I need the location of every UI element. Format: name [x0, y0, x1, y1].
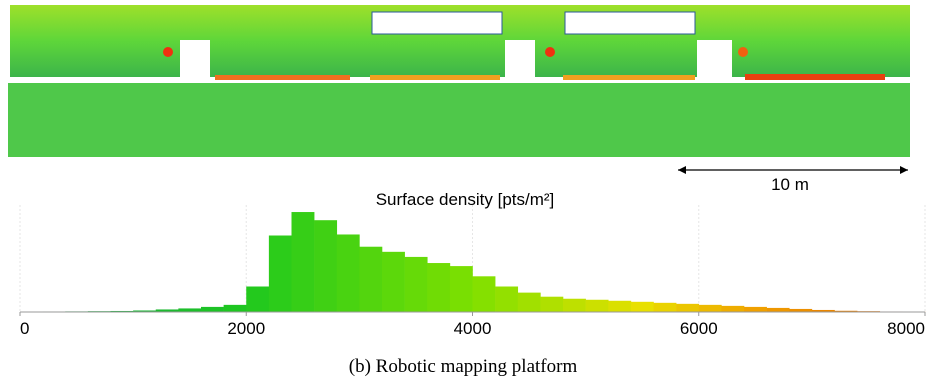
bar: [518, 293, 541, 312]
lower-wall: [8, 83, 910, 157]
histogram: 0 2000 4000 6000 8000: [20, 205, 925, 338]
ledge: [563, 75, 695, 80]
hotspot: [738, 47, 748, 57]
bar: [608, 301, 631, 312]
bar: [744, 307, 767, 312]
bar: [201, 307, 224, 312]
ledge: [745, 74, 885, 80]
bar: [405, 257, 428, 312]
bar: [337, 234, 360, 312]
bar: [473, 276, 496, 312]
hotspot: [163, 47, 173, 57]
bar: [178, 308, 201, 312]
ledge: [215, 75, 350, 80]
opening: [180, 40, 210, 77]
bar: [540, 297, 563, 312]
bar: [699, 305, 722, 312]
x-tick-label: 8000: [887, 319, 925, 338]
bar: [721, 306, 744, 312]
chart-title: Surface density [pts/m²]: [376, 190, 555, 209]
scale-bar: 10 m: [678, 166, 908, 194]
x-tick-label: 0: [20, 319, 29, 338]
bar: [767, 308, 790, 312]
opening: [697, 40, 732, 77]
bar: [314, 220, 337, 312]
bar: [631, 302, 654, 312]
caption: (b) Robotic mapping platform: [349, 356, 578, 377]
window: [372, 12, 502, 34]
point-cloud: [8, 5, 910, 157]
bar: [654, 303, 677, 312]
opening: [505, 40, 535, 77]
bar: [427, 263, 450, 312]
bar: [450, 266, 473, 312]
x-tick-label: 4000: [454, 319, 492, 338]
bar: [676, 304, 699, 312]
hotspot: [545, 47, 555, 57]
bar: [495, 287, 518, 313]
bar: [269, 236, 292, 313]
bar: [292, 212, 315, 312]
bar: [382, 252, 405, 312]
bar: [563, 299, 586, 312]
window: [565, 12, 695, 34]
x-tick-label: 2000: [227, 319, 265, 338]
x-tick-label: 6000: [680, 319, 718, 338]
bar: [359, 247, 382, 312]
figure: 10 m Surface density [pts/m²] 0 2000 4000 6…: [0, 0, 927, 384]
scale-label: 10 m: [771, 175, 809, 194]
bar: [586, 300, 609, 312]
ledge: [370, 75, 500, 80]
bar: [246, 287, 269, 313]
bar: [224, 305, 247, 312]
